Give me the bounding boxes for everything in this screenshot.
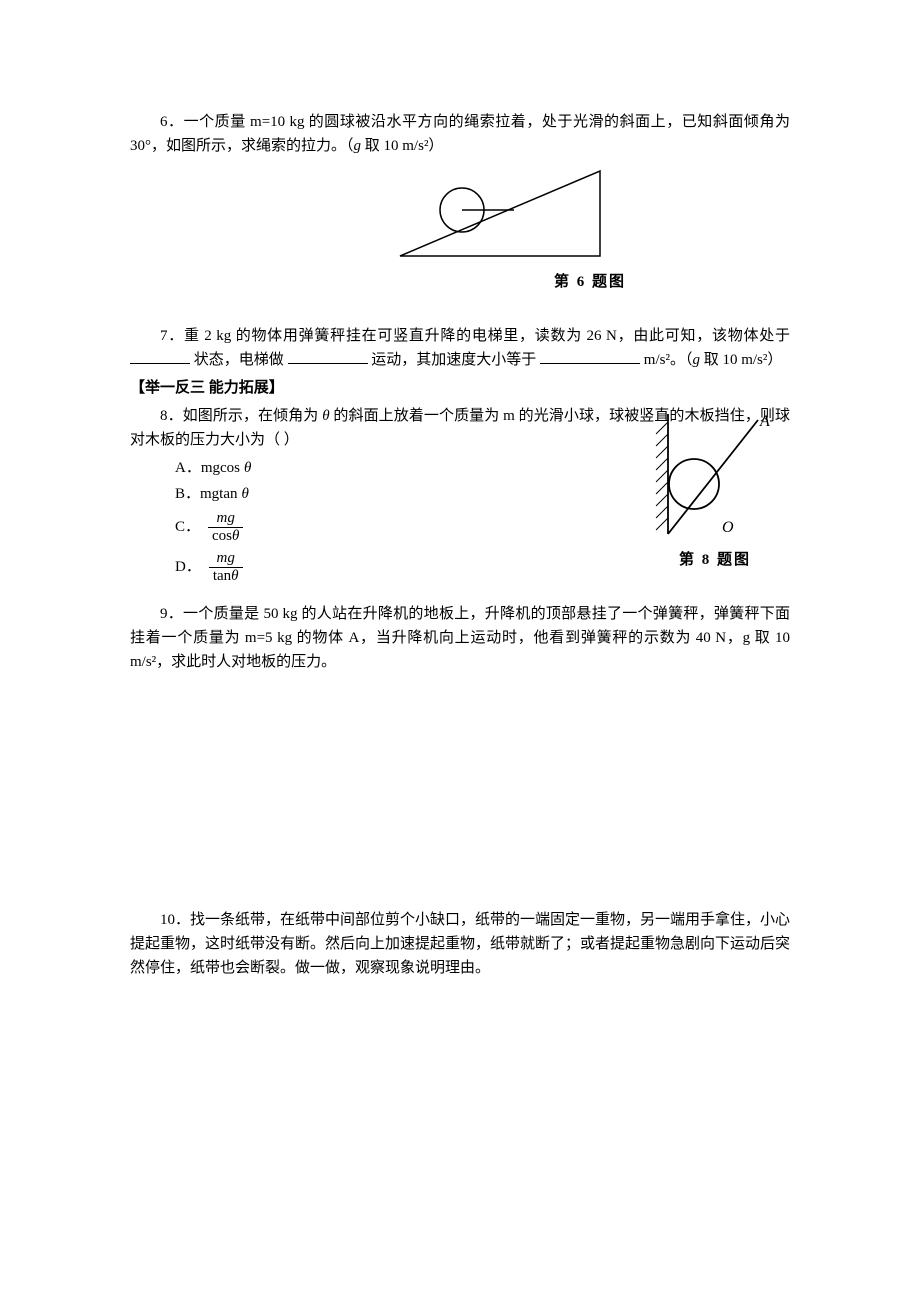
q7-blank1[interactable] — [130, 348, 190, 364]
q8-block: 8．如图所示，在倾角为 θ 的斜面上放着一个质量为 m 的光滑小球，球被竖直的木… — [130, 404, 790, 586]
section-head: 【举一反三 能力拓展】 — [130, 376, 790, 400]
q8-c-num: mg — [208, 510, 243, 528]
q6-part2: 取 10 m/s²） — [361, 138, 443, 154]
q9-text: 9．一个质量是 50 kg 的人站在升降机的地板上，升降机的顶部悬挂了一个弹簧秤… — [130, 602, 790, 674]
q8-d-den-th: θ — [231, 568, 238, 584]
q7-g: g — [692, 352, 700, 368]
spacer2 — [130, 588, 790, 602]
q7-part5: 取 10 m/s²） — [700, 352, 782, 368]
q7-text: 7．重 2 kg 的物体用弹簧秤挂在可竖直升降的电梯里，读数为 26 N，由此可… — [130, 324, 790, 372]
q8-c-label: C． — [175, 515, 200, 539]
q8-b-theta: θ — [242, 482, 249, 506]
q6-text: 6．一个质量 m=10 kg 的圆球被沿水平方向的绳索拉着，处于光滑的斜面上，已… — [130, 110, 790, 158]
q8-figure-block: A O 第 8 题图 — [650, 414, 780, 572]
svg-text:A: A — [759, 414, 770, 430]
q8-c-den-fn: cos — [212, 528, 232, 544]
q8-caption: 第 8 题图 — [650, 548, 780, 572]
svg-text:O: O — [722, 519, 734, 536]
q7-part3: 运动，其加速度大小等于 — [371, 352, 536, 368]
q8-a-label: A．mgcos — [175, 456, 240, 480]
q8-d-den-fn: tan — [213, 568, 231, 584]
q6-g: g — [354, 138, 362, 154]
q8-d-label: D． — [175, 555, 201, 579]
q6-caption: 第 6 题图 — [390, 270, 790, 294]
q8-b-label: B．mgtan — [175, 482, 238, 506]
q8-d-frac: mg tanθ — [209, 550, 243, 584]
q6-figure-block: 第 6 题图 — [390, 166, 790, 294]
q8-c-den: cosθ — [208, 528, 243, 545]
q7-part1: 7．重 2 kg 的物体用弹簧秤挂在可竖直升降的电梯里，读数为 26 N，由此可… — [160, 328, 790, 344]
q7-blank2[interactable] — [288, 348, 368, 364]
q8-d-num: mg — [209, 550, 243, 568]
q8-c-frac: mg cosθ — [208, 510, 243, 544]
q8-figure: A O — [650, 414, 780, 544]
q6-part1: 6．一个质量 m=10 kg 的圆球被沿水平方向的绳索拉着，处于光滑的斜面上，已… — [130, 114, 790, 154]
spacer — [130, 306, 790, 324]
q8-c-den-th: θ — [232, 528, 239, 544]
q10-text: 10．找一条纸带，在纸带中间部位剪个小缺口，纸带的一端固定一重物，另一端用手拿住… — [130, 908, 790, 980]
q8-part1: 8．如图所示，在倾角为 — [160, 408, 322, 424]
q7-blank3[interactable] — [540, 348, 640, 364]
q6-figure — [390, 166, 610, 266]
q8-d-den: tanθ — [209, 568, 243, 585]
q8-theta1: θ — [322, 408, 329, 424]
workspace-q9 — [130, 678, 790, 908]
q7-part2: 状态，电梯做 — [194, 352, 284, 368]
worksheet-page: 6．一个质量 m=10 kg 的圆球被沿水平方向的绳索拉着，处于光滑的斜面上，已… — [0, 0, 920, 1302]
q7-part4: m/s²。（ — [644, 352, 693, 368]
q8-a-theta: θ — [244, 456, 251, 480]
